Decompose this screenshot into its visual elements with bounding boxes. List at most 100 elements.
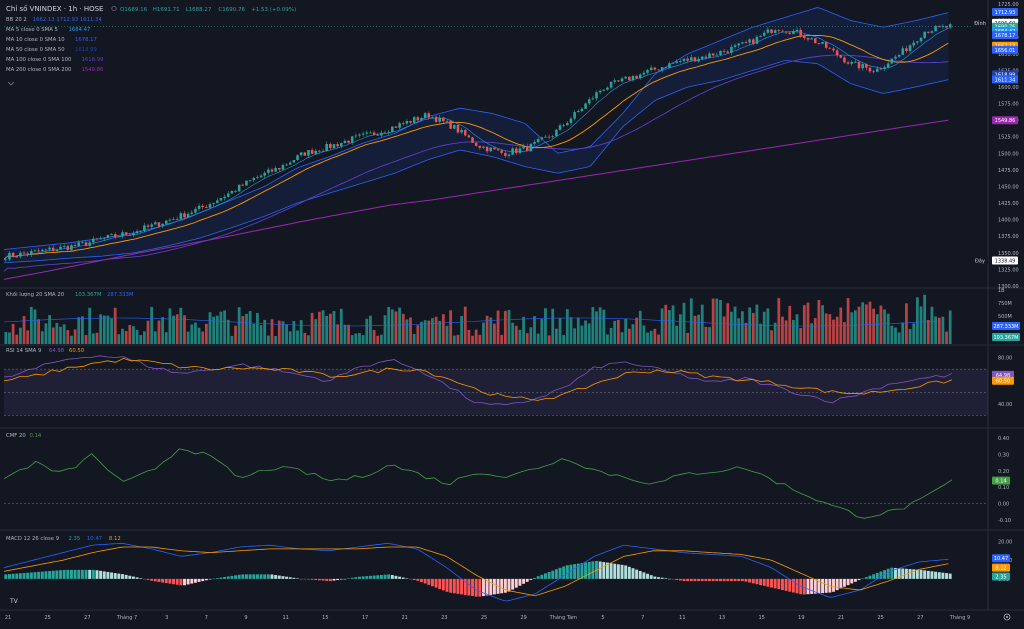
candle-body bbox=[686, 58, 689, 61]
volume-value: 103.367M bbox=[75, 292, 102, 298]
volume-bar bbox=[296, 330, 299, 344]
volume-bar bbox=[274, 335, 278, 344]
macd-histogram-bar bbox=[773, 578, 777, 589]
candle-body bbox=[416, 117, 420, 121]
macd-histogram-bar bbox=[872, 574, 876, 579]
volume-bar bbox=[412, 333, 416, 344]
macd-histogram-bar bbox=[700, 578, 704, 582]
candle-body bbox=[562, 125, 565, 127]
candle-body bbox=[423, 113, 427, 119]
volume-bar bbox=[44, 323, 48, 344]
volume-bar bbox=[81, 316, 84, 344]
indicator-legend-label: MA 100 close 0 SMA 100 bbox=[6, 57, 72, 63]
macd-histogram-bar bbox=[631, 568, 635, 579]
macd-histogram-bar bbox=[281, 576, 285, 579]
candle-body bbox=[361, 133, 365, 135]
macd-histogram-bar bbox=[802, 578, 806, 595]
macd-histogram-bar bbox=[146, 578, 150, 580]
volume-bar bbox=[369, 315, 372, 344]
candle-body bbox=[493, 147, 496, 150]
rsi-sma-line bbox=[3, 357, 953, 401]
candle-body bbox=[372, 132, 376, 135]
volume-bar bbox=[595, 311, 598, 344]
candle-body bbox=[263, 172, 266, 176]
volume-bar bbox=[478, 334, 482, 344]
time-axis-label: 27 bbox=[917, 615, 923, 621]
macd-histogram-bar bbox=[197, 578, 201, 582]
candle-body bbox=[88, 242, 91, 246]
macd-histogram-bar bbox=[84, 569, 88, 579]
price-tick-label: 1725.00 bbox=[998, 2, 1019, 8]
macd-histogram-bar bbox=[350, 577, 354, 579]
volume-bar bbox=[897, 332, 901, 344]
time-axis-label: 19 bbox=[798, 615, 804, 621]
macd-histogram-bar bbox=[390, 575, 394, 579]
indicator-legend-value: 1684.47 bbox=[69, 27, 91, 33]
candle-body bbox=[186, 213, 190, 218]
volume-bar bbox=[226, 319, 230, 344]
macd-histogram-bar bbox=[332, 578, 336, 581]
volume-bar bbox=[726, 303, 730, 344]
candle-body bbox=[102, 237, 106, 239]
macd-histogram-bar bbox=[51, 570, 55, 579]
macd-histogram-bar bbox=[562, 566, 566, 579]
macd-histogram-bar bbox=[770, 578, 773, 588]
candle-body bbox=[398, 123, 401, 128]
volume-bar bbox=[19, 327, 22, 344]
candle-body bbox=[274, 168, 277, 172]
macd-histogram-bar bbox=[565, 565, 569, 579]
candle-body bbox=[197, 205, 201, 209]
volume-bar bbox=[536, 333, 540, 344]
candle-body bbox=[434, 116, 438, 122]
volume-bar bbox=[157, 320, 161, 344]
macd-value: 2.35 bbox=[69, 536, 81, 542]
macd-histogram-bar bbox=[423, 578, 427, 584]
macd-histogram-bar bbox=[73, 569, 77, 579]
collapse-legend-icon[interactable] bbox=[7, 81, 15, 86]
price-tick-label: 1575.00 bbox=[998, 102, 1019, 108]
macd-histogram-bar bbox=[142, 578, 146, 580]
volume-bar bbox=[766, 308, 770, 344]
volume-bar bbox=[197, 327, 201, 344]
macd-histogram-bar bbox=[915, 569, 919, 579]
candle-body bbox=[551, 136, 555, 138]
volume-tick-label: 500M bbox=[998, 314, 1012, 320]
candle-body bbox=[617, 80, 620, 82]
candle-body bbox=[916, 41, 919, 43]
indicator-legend-label: BB 20 2 bbox=[6, 17, 27, 23]
candle-body bbox=[726, 51, 730, 53]
volume-axis-tag-text: 287.333M bbox=[994, 324, 1019, 330]
macd-histogram-bar bbox=[853, 578, 857, 582]
volume-bar bbox=[616, 319, 620, 344]
volume-bar bbox=[580, 325, 584, 344]
candle-body bbox=[318, 150, 321, 152]
volume-bar bbox=[806, 302, 810, 344]
macd-histogram-bar bbox=[609, 563, 613, 579]
macd-histogram-bar bbox=[657, 577, 660, 579]
macd-histogram-bar bbox=[55, 570, 59, 579]
macd-histogram-bar bbox=[150, 578, 154, 581]
candle-body bbox=[339, 142, 343, 147]
volume-bar bbox=[514, 325, 518, 344]
volume-bar bbox=[584, 320, 587, 344]
volume-bar bbox=[657, 334, 660, 344]
volume-bar bbox=[525, 333, 529, 344]
macd-histogram-bar bbox=[558, 567, 562, 579]
macd-histogram-bar bbox=[22, 572, 26, 579]
macd-axis-tag bbox=[992, 572, 1010, 581]
macd-histogram-bar bbox=[722, 578, 726, 582]
volume-bar bbox=[762, 311, 766, 344]
volume-bar bbox=[431, 318, 434, 344]
candle-body bbox=[303, 152, 307, 156]
candle-body bbox=[912, 42, 915, 46]
settings-gear-icon[interactable] bbox=[1003, 613, 1011, 621]
macd-histogram-bar bbox=[354, 577, 358, 579]
volume-bar bbox=[350, 335, 354, 344]
candle-body bbox=[190, 212, 194, 214]
macd-histogram-bar bbox=[37, 571, 41, 579]
volume-bar bbox=[132, 326, 135, 344]
volume-bar bbox=[890, 325, 894, 344]
candle-body bbox=[307, 149, 310, 156]
rsi-tick-label: 40.00 bbox=[998, 402, 1012, 408]
